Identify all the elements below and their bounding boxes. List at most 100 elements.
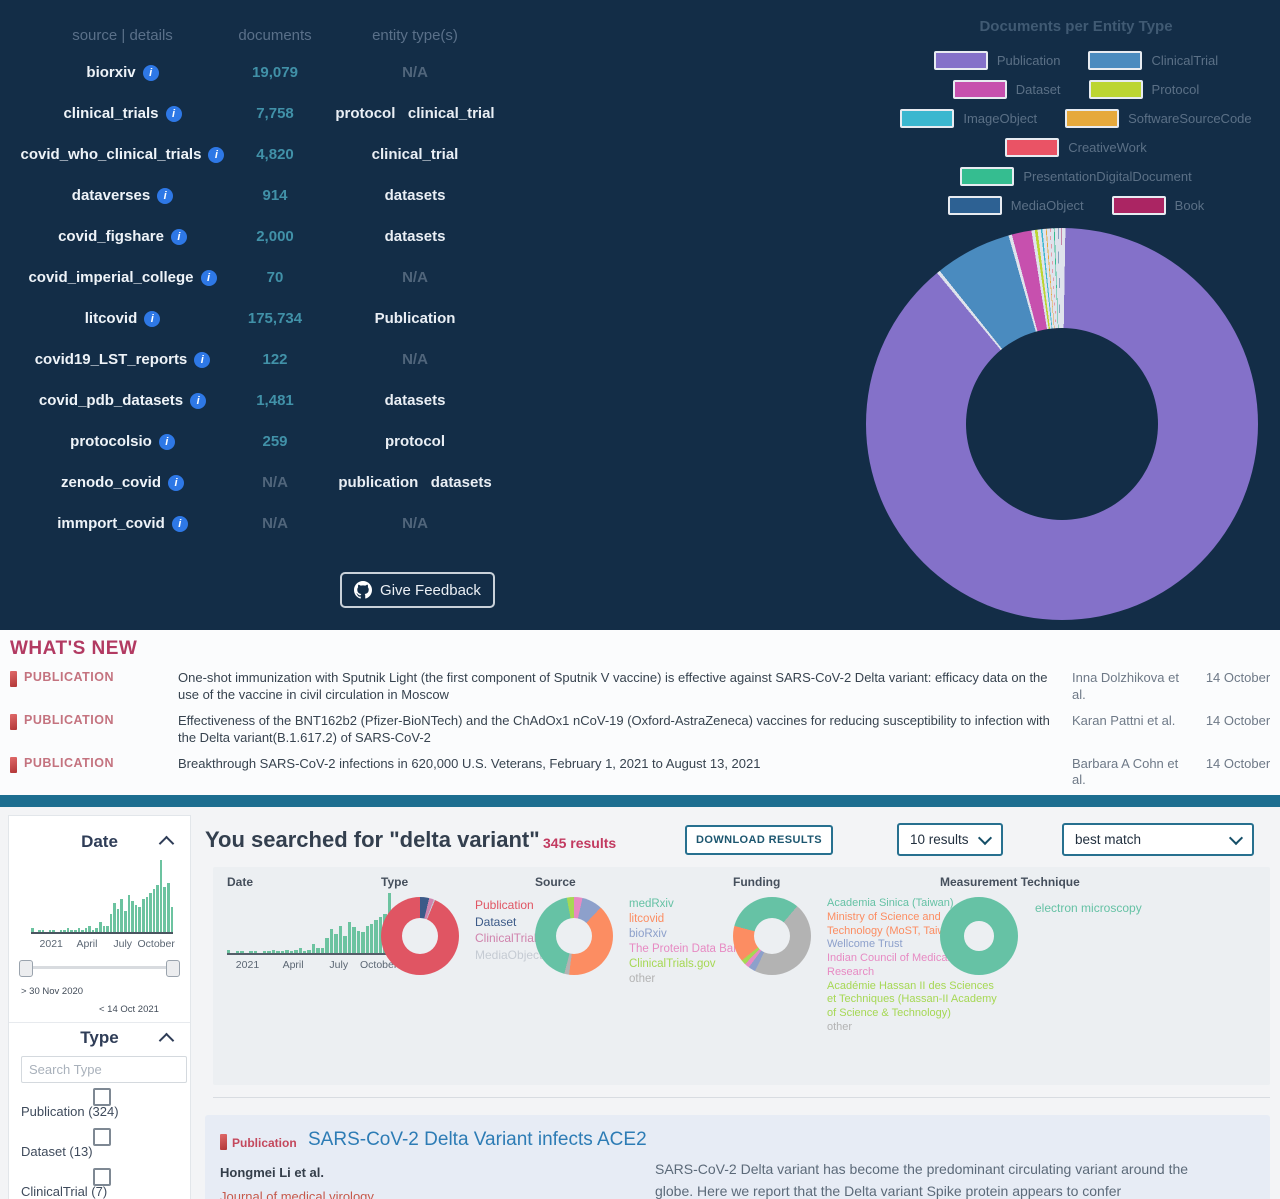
- histogram-bar: [38, 929, 41, 932]
- legend-swatch: [1005, 138, 1060, 157]
- legend-swatch: [1111, 196, 1166, 215]
- entity-stats-panel: source | details documents entity type(s…: [0, 0, 1280, 630]
- info-icon[interactable]: i: [157, 187, 174, 204]
- publication-flag-icon: [220, 1134, 227, 1150]
- date-histogram: [31, 860, 174, 934]
- sort-select[interactable]: best match: [1062, 823, 1254, 856]
- info-icon[interactable]: i: [170, 228, 187, 245]
- sidebar-divider: [9, 1022, 190, 1023]
- legend-item: Académie Hassan II des Sciences et Techn…: [827, 979, 997, 1020]
- type-checkbox-dataset[interactable]: [93, 1128, 111, 1146]
- date-chart-title: Date: [227, 875, 254, 889]
- table-row: covid_imperial_college i 70 N/A: [15, 257, 510, 298]
- histogram-bar: [116, 909, 120, 932]
- publication-badge: PUBLICATION: [10, 670, 172, 687]
- histogram-bar: [365, 925, 369, 953]
- chevron-down-icon: [977, 830, 993, 845]
- entity-types: N/A: [402, 351, 428, 368]
- slider-handle-max[interactable]: [166, 960, 180, 977]
- news-date: 14 October: [1205, 755, 1271, 771]
- histogram-bar: [141, 899, 145, 932]
- type-checkbox-clinicaltrial[interactable]: [93, 1168, 111, 1186]
- histogram-bar: [84, 927, 88, 932]
- info-icon[interactable]: i: [144, 310, 161, 327]
- source-name: covid_figshare: [58, 228, 164, 245]
- histogram-bar: [81, 929, 84, 932]
- histogram-bar: [73, 929, 77, 932]
- info-icon[interactable]: i: [168, 474, 184, 491]
- results-divider: [213, 1097, 1270, 1098]
- histogram-bar: [378, 917, 383, 953]
- source-name: dataverses: [71, 187, 151, 204]
- news-title[interactable]: One-shot immunization with Sputnik Light…: [178, 670, 1048, 702]
- publication-badge: PUBLICATION: [10, 756, 172, 773]
- result-type-badge: Publication: [232, 1136, 297, 1150]
- legend-item: Ministry of Science and Technology (MoST…: [827, 910, 962, 937]
- histogram-bar: [95, 927, 98, 932]
- type-chart-title: Type: [381, 875, 409, 889]
- result-authors: Hongmei Li et al.: [220, 1165, 325, 1180]
- info-icon[interactable]: i: [190, 392, 207, 409]
- histogram-bar: [320, 947, 325, 953]
- documents-count: 70: [266, 269, 284, 286]
- give-feedback-button[interactable]: Give Feedback: [340, 572, 495, 608]
- news-title[interactable]: Breakthrough SARS-CoV-2 infections in 62…: [178, 755, 761, 771]
- histogram-bar: [109, 913, 113, 932]
- histogram-bar: [249, 951, 253, 953]
- type-search-input[interactable]: [21, 1056, 187, 1083]
- funding-legend: Academia Sinica (Taiwan) Ministry of Sci…: [827, 897, 999, 1035]
- publication-flag-icon: [10, 671, 17, 687]
- info-icon[interactable]: i: [208, 146, 225, 163]
- histogram-bar: [156, 884, 159, 932]
- legend-item: CreativeWork: [1005, 138, 1147, 157]
- table-row: protocolsio i 259 protocol: [15, 421, 510, 462]
- histogram-bar: [329, 929, 334, 953]
- histogram-bar: [48, 929, 52, 932]
- entity-types: Publication: [374, 310, 456, 327]
- source-name: covid_imperial_college: [28, 269, 194, 286]
- type-facet-title: Type: [80, 1028, 119, 1047]
- download-results-button[interactable]: DOWNLOAD RESULTS: [685, 825, 833, 855]
- give-feedback-label: Give Feedback: [380, 581, 481, 599]
- news-title[interactable]: Effectiveness of the BNT162b2 (Pfizer-Bi…: [178, 712, 1050, 745]
- histogram-bar: [31, 927, 34, 932]
- type-checkbox-publication[interactable]: [93, 1088, 111, 1106]
- page-size-select[interactable]: 10 results: [897, 823, 1003, 856]
- publication-flag-icon: [10, 713, 17, 730]
- info-icon[interactable]: i: [194, 351, 211, 368]
- histogram-bar: [152, 888, 156, 932]
- info-icon[interactable]: i: [171, 515, 188, 532]
- source-name: covid19_LST_reports: [34, 351, 188, 368]
- histogram-bar: [374, 920, 378, 953]
- legend-swatch: [900, 109, 955, 128]
- whats-new-list: PUBLICATION One-shot immunization with S…: [10, 670, 1272, 798]
- news-authors: Inna Dolzhikova et al.: [1072, 670, 1179, 702]
- entity-types: protocol clinical_trial: [335, 105, 495, 122]
- legend-item: other: [629, 972, 656, 985]
- source-name: covid_pdb_datasets: [38, 392, 184, 409]
- histogram-bar: [131, 901, 134, 932]
- entity-types: publication datasets: [338, 474, 492, 491]
- search-result-card: Publication SARS-CoV-2 Delta Variant inf…: [205, 1115, 1270, 1199]
- slider-handle-min[interactable]: [19, 960, 33, 977]
- whats-new-heading: WHAT'S NEW: [10, 638, 138, 659]
- entity-type-legend: Publication ClinicalTrial Dataset Protoc…: [880, 51, 1272, 215]
- histogram-bar: [356, 930, 361, 953]
- result-title-link[interactable]: SARS-CoV-2 Delta Variant infects ACE2: [308, 1129, 647, 1150]
- source-name: zenodo_covid: [60, 474, 161, 491]
- donut-hole: [964, 921, 994, 951]
- info-icon[interactable]: i: [158, 433, 175, 450]
- date-range-slider[interactable]: [25, 966, 174, 969]
- funding-donut-chart: [733, 897, 811, 975]
- legend-swatch: [1065, 109, 1120, 128]
- legend-swatch: [1088, 80, 1143, 99]
- histogram-bar: [240, 951, 244, 953]
- info-icon[interactable]: i: [142, 64, 159, 81]
- legend-swatch: [947, 196, 1002, 215]
- documents-count: N/A: [262, 515, 288, 532]
- entity-types: datasets: [384, 228, 446, 245]
- info-icon[interactable]: i: [200, 269, 217, 286]
- histogram-bar: [66, 927, 70, 932]
- info-icon[interactable]: i: [165, 105, 182, 122]
- legend-item: PresentationDigitalDocument: [960, 167, 1192, 186]
